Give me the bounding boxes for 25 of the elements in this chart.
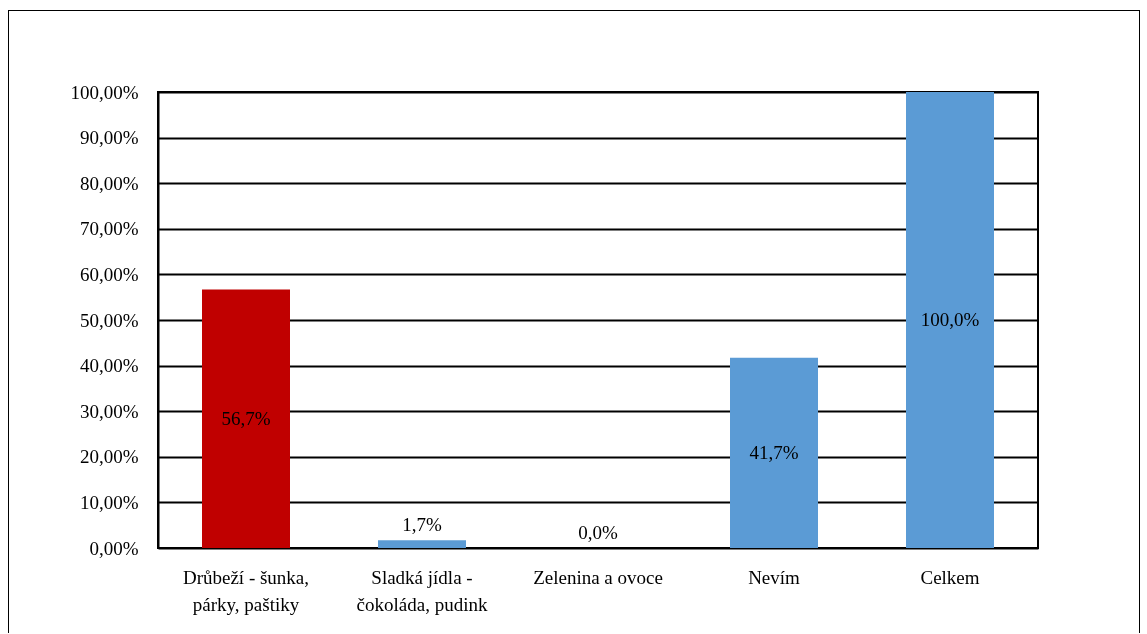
y-tick-label: 50,00% (79, 309, 139, 331)
y-tick-label: 60,00% (79, 263, 139, 285)
y-tick-label: 80,00% (79, 172, 139, 194)
data-label: 100,0% (920, 309, 980, 330)
data-label: 56,7% (221, 407, 271, 429)
y-tick-label: 40,00% (79, 355, 139, 377)
y-tick-label: 30,00% (79, 400, 139, 422)
y-tick-label: 70,00% (79, 218, 139, 240)
bar (378, 540, 466, 548)
bar (906, 92, 994, 548)
bar (730, 357, 818, 548)
bar (202, 289, 290, 548)
y-tick-label: 100,00% (70, 81, 139, 103)
data-label: 1,7% (402, 514, 442, 536)
x-tick-label: Sladká jídla - čokoláda, pudink (356, 566, 488, 615)
x-tick-label: Zelenina a ovoce (533, 566, 663, 588)
x-tick-label: Celkem (920, 566, 980, 588)
y-tick-label: 90,00% (79, 127, 139, 149)
x-tick-label: Drůbeží - šunka, párky, paštiky (182, 566, 310, 615)
y-tick-label: 10,00% (79, 491, 139, 513)
y-tick-label: 20,00% (79, 446, 139, 468)
y-tick-label: 0,00% (89, 537, 139, 559)
data-label: 41,7% (749, 441, 799, 463)
x-tick-label: Nevím (748, 566, 801, 588)
data-label: 0,0% (578, 522, 618, 543)
